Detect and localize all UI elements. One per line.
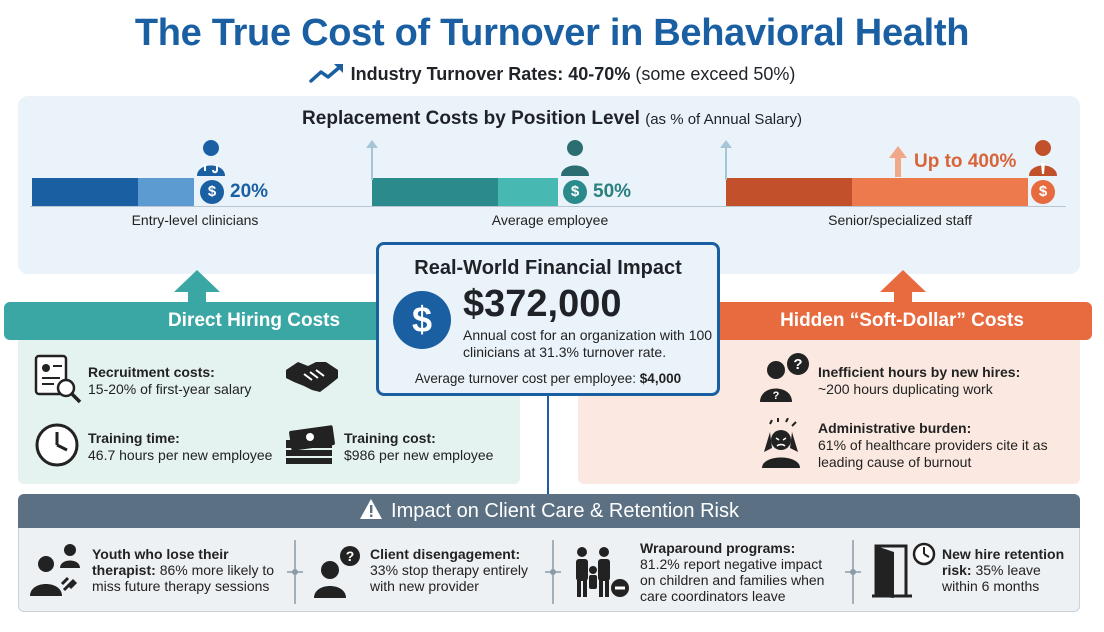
center-connector (547, 396, 549, 494)
wraparound-item: Wraparound programs: 81.2% report negati… (640, 540, 840, 604)
entry-level-label: Entry-level clinicians (131, 212, 259, 228)
replacement-title-bold: Replacement Costs by Position Level (302, 108, 640, 129)
client-disengagement-text: 33% stop therapy entirely with new provi… (370, 562, 528, 594)
person-icon (558, 138, 592, 183)
disengaged-client-icon: ? (312, 544, 362, 603)
financial-impact-amount: $372,000 (463, 283, 622, 325)
average-cost-line: Average turnover cost per employee: $4,0… (379, 371, 717, 386)
handshake-icon (284, 356, 340, 401)
client-disengagement-item: Client disengagement: 33% stop therapy e… (370, 546, 550, 594)
svg-text:?: ? (793, 356, 802, 373)
entry-level-bar (32, 178, 138, 206)
inefficient-hours-text: ~200 hours duplicating work (818, 381, 993, 397)
entry-level-value: 20% (230, 181, 269, 202)
resume-search-icon (34, 354, 82, 409)
retention-risk-item: New hire retention risk: 35% leave withi… (942, 546, 1072, 594)
replacement-title-note: (as % of Annual Salary) (645, 111, 802, 128)
replacement-costs-title: Replacement Costs by Position Level (as … (0, 108, 1104, 130)
recruitment-costs-item: Recruitment costs: 15-20% of first-year … (88, 364, 278, 398)
divider-arrow-icon (366, 140, 378, 185)
exit-door-icon (872, 542, 936, 603)
admin-burden-title: Administrative burden: (818, 420, 972, 436)
teal-up-arrow-icon (174, 270, 220, 309)
subtitle: Industry Turnover Rates: 40-70% (some ex… (0, 62, 1104, 89)
client-disengagement-title: Client disengagement: (370, 546, 521, 562)
family-icon (572, 544, 632, 605)
clinician-icon (194, 138, 228, 183)
financial-impact-card: Real-World Financial Impact $ $372,000 A… (376, 242, 720, 396)
wraparound-text: 81.2% report negative impact on children… (640, 556, 825, 604)
youth-therapist-title: Youth who lose their therapist: (92, 546, 229, 578)
entry-level-bar-light (138, 178, 194, 206)
training-time-title: Training time: (88, 430, 180, 446)
retention-risk-title: New hire retention risk: (942, 546, 1065, 578)
dollar-coin-icon: $ (200, 180, 224, 204)
youth-therapist-icon (28, 540, 84, 603)
executive-icon (1026, 138, 1060, 183)
admin-burden-item: Administrative burden: 61% of healthcare… (818, 420, 1072, 471)
clock-icon (34, 422, 80, 473)
up-arrow-icon (888, 144, 908, 183)
financial-impact-title: Real-World Financial Impact (414, 257, 682, 279)
training-time-item: Training time: 46.7 hours per new employ… (88, 430, 288, 464)
dollar-coin-icon: $ (1031, 180, 1055, 204)
confused-person-icon: ?? (756, 352, 810, 409)
separator-icon (545, 540, 561, 604)
average-cost-label: Average turnover cost per employee: (414, 371, 637, 386)
average-bar-light (498, 178, 558, 206)
senior-bar-light (852, 178, 1028, 206)
inefficient-hours-title: Inefficient hours by new hires: (818, 364, 1021, 380)
impact-header-text: Impact on Client Care & Retention Risk (391, 500, 739, 522)
impact-header: Impact on Client Care & Retention Risk (18, 494, 1080, 528)
training-cost-title: Training cost: (344, 430, 436, 446)
average-bar (372, 178, 498, 206)
average-label: Average employee (491, 212, 609, 228)
senior-label: Senior/specialized staff (828, 212, 972, 228)
wraparound-title: Wraparound programs: (640, 540, 796, 556)
page-title: The True Cost of Turnover in Behavioral … (134, 12, 970, 54)
dollar-coin-icon: $ (563, 180, 587, 204)
orange-up-arrow-icon (880, 270, 926, 309)
hidden-costs-header: Hidden “Soft-Dollar” Costs (712, 302, 1092, 340)
training-cost-item: Training cost: $986 per new employee (344, 430, 514, 464)
bar-baseline (30, 206, 1066, 207)
divider-arrow-icon (720, 140, 732, 185)
average-value: 50% (593, 181, 632, 202)
trend-up-icon (308, 62, 345, 89)
turnover-rate-note: (some exceed 50%) (635, 64, 796, 84)
average-cost-value: $4,000 (639, 371, 682, 386)
senior-bar (726, 178, 852, 206)
recruitment-text: 15-20% of first-year salary (88, 381, 252, 397)
svg-text:?: ? (346, 548, 355, 564)
youth-therapist-item: Youth who lose their therapist: 86% more… (92, 546, 282, 594)
training-time-text: 46.7 hours per new employee (88, 447, 273, 463)
training-cost-text: $986 per new employee (344, 447, 494, 463)
recruitment-title: Recruitment costs: (88, 364, 215, 380)
separator-icon (287, 540, 303, 604)
youth-therapist-text: 86% more likely to miss future therapy s… (92, 562, 275, 594)
dollar-coin-icon: $ (393, 291, 451, 349)
stressed-person-icon (756, 417, 806, 475)
retention-risk-text: 35% leave within 6 months (942, 562, 1041, 594)
separator-icon (845, 540, 861, 604)
svg-text:?: ? (773, 390, 780, 402)
inefficient-hours-item: Inefficient hours by new hires: ~200 hou… (818, 364, 1068, 398)
senior-value: Up to 400% (914, 151, 1017, 172)
admin-burden-text: 61% of healthcare providers cite it as l… (818, 437, 1048, 470)
financial-impact-desc: Annual cost for an organization with 100… (463, 327, 713, 360)
turnover-rate-label: Industry Turnover Rates: 40-70% (350, 64, 631, 84)
money-stack-icon (284, 424, 338, 471)
warning-icon (359, 497, 383, 531)
